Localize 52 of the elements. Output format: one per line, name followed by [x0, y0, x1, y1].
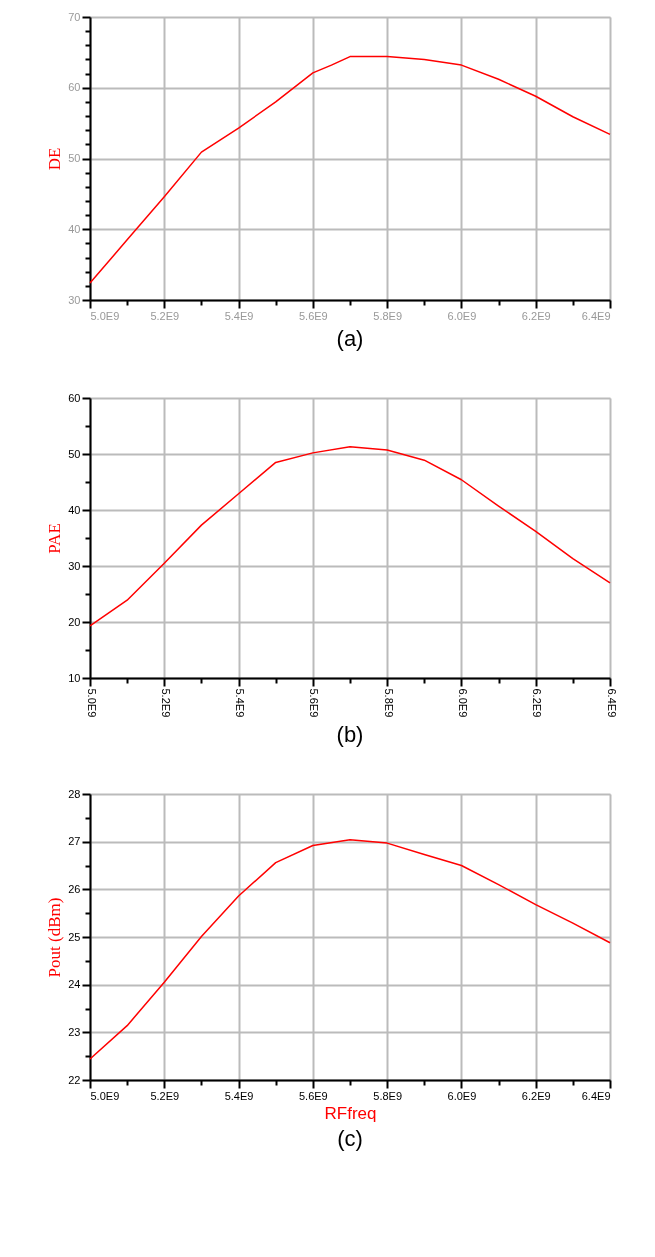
x-tick-label: 5.6E9 [298, 1089, 328, 1102]
x-tick-label: 5.8E9 [382, 688, 395, 718]
x-tick-label: 6.2E9 [521, 1089, 551, 1102]
x-tick-label: 5.4E9 [234, 688, 247, 718]
x-tick-label: 6.2E9 [531, 688, 544, 718]
y-tick-label: 25 [68, 930, 81, 943]
x-tick-label: 5.4E9 [224, 309, 254, 322]
y-tick-label: 20 [68, 615, 81, 628]
x-tick-label: 5.2E9 [159, 688, 172, 718]
x-tick-label: 5.2E9 [150, 309, 180, 322]
y-tick-label: 10 [68, 671, 81, 684]
y-tick-label: 28 [68, 787, 81, 800]
x-tick-label: 5.8E9 [373, 1089, 403, 1102]
y-tick-label: 70 [68, 10, 81, 23]
x-tick-label: 5.6E9 [308, 688, 321, 718]
y-tick-label: 26 [68, 882, 81, 895]
y-axis-title: PAE [45, 523, 65, 554]
x-tick-label: 6.4E9 [581, 309, 611, 322]
x-tick-label: 5.0E9 [90, 309, 120, 322]
y-tick-label: 40 [68, 222, 81, 235]
x-tick-label: 5.6E9 [298, 309, 328, 322]
x-axis-title: RFfreq [324, 1103, 377, 1123]
y-tick-label: 60 [68, 81, 81, 94]
line-series [89, 445, 611, 627]
x-tick-label: 5.4E9 [224, 1089, 254, 1102]
x-tick-label: 6.0E9 [456, 688, 469, 718]
x-tick-label: 5.8E9 [373, 309, 403, 322]
x-tick-label: 6.0E9 [447, 309, 477, 322]
y-tick-label: 60 [68, 391, 81, 404]
y-tick-label: 22 [68, 1073, 81, 1086]
text: (b) [336, 721, 364, 747]
x-tick-label: 5.2E9 [150, 1089, 180, 1102]
text: (c) [337, 1126, 363, 1151]
x-tick-label: 6.0E9 [447, 1089, 477, 1102]
y-tick-label: 23 [68, 1025, 81, 1038]
text: (a) [336, 326, 364, 351]
x-tick-label: 6.2E9 [521, 309, 551, 322]
y-axis-title: DE [45, 147, 65, 171]
y-tick-label: 50 [68, 152, 81, 164]
y-axis-title: Pout (dBm) [45, 897, 65, 978]
x-tick-label: 6.4E9 [605, 688, 618, 718]
y-tick-label: 27 [68, 835, 81, 848]
x-tick-label: 6.4E9 [581, 1089, 611, 1102]
line-series [89, 55, 611, 284]
y-tick-label: 50 [68, 447, 81, 460]
y-tick-label: 24 [68, 978, 81, 991]
y-tick-label: 30 [68, 293, 81, 306]
y-tick-label: 40 [68, 503, 81, 516]
x-tick-label: 5.0E9 [90, 1089, 120, 1102]
x-tick-label: 5.0E9 [85, 688, 98, 718]
line-series [89, 839, 611, 1060]
y-tick-label: 30 [68, 559, 81, 572]
